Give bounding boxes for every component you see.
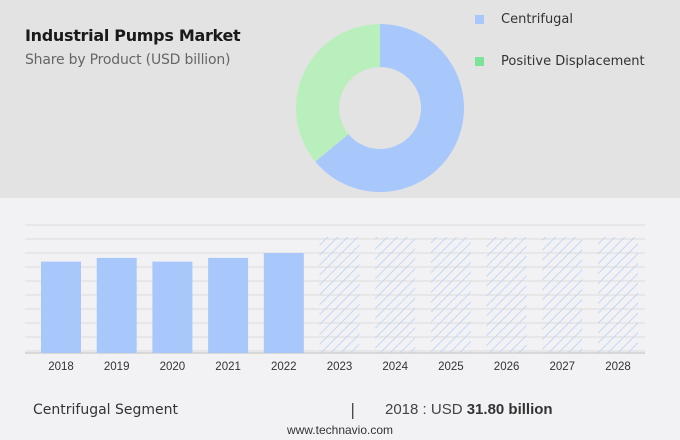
separator: | xyxy=(350,400,356,419)
bar-2018 xyxy=(41,261,81,353)
value-prefix: 2018 : USD xyxy=(385,401,467,418)
bar-2019 xyxy=(96,257,137,353)
legend-swatch-icon xyxy=(475,15,484,24)
x-axis-label: 2023 xyxy=(326,361,353,373)
segment-label: Centrifugal Segment xyxy=(33,402,179,418)
x-axis-label: 2019 xyxy=(103,361,130,373)
x-axis-label: 2024 xyxy=(382,361,408,373)
bar-2027 xyxy=(542,237,583,353)
x-axis-label: 2025 xyxy=(438,361,464,373)
chart-subtitle: Share by Product (USD billion) xyxy=(25,52,231,68)
legend-label: Centrifugal xyxy=(501,12,574,27)
bar-chart xyxy=(25,224,645,354)
donut-slice-centrifugal xyxy=(315,23,464,192)
website-link: www.technavio.com xyxy=(286,423,394,437)
donut-chart xyxy=(296,23,464,192)
value-amount: 31.80 billion xyxy=(466,401,553,418)
donut-slice-positive-displacement xyxy=(296,24,380,162)
bar-2021 xyxy=(208,257,249,353)
legend-item-centrifugal: Centrifugal xyxy=(475,12,573,27)
bar-2024 xyxy=(375,237,416,353)
x-axis-label: 2028 xyxy=(605,361,631,373)
chart-title: Industrial Pumps Market xyxy=(25,26,241,45)
bar-2020 xyxy=(152,261,193,353)
x-axis-label: 2020 xyxy=(159,361,186,373)
x-axis-label: 2027 xyxy=(549,361,576,373)
x-axis-label: 2022 xyxy=(271,361,297,373)
bar-2023 xyxy=(319,237,360,353)
segment-value: 2018 : USD 31.80 billion xyxy=(385,401,553,418)
bar-2026 xyxy=(486,237,527,353)
x-axis-label: 2018 xyxy=(48,361,74,373)
bar-2022 xyxy=(263,253,304,353)
legend-swatch-icon xyxy=(475,57,484,66)
bar-2025 xyxy=(430,237,471,353)
bar-2028 xyxy=(598,237,638,353)
x-axis-label: 2021 xyxy=(215,361,241,373)
legend-item-positive-displacement: Positive Displacement xyxy=(475,54,645,69)
x-axis-label: 2026 xyxy=(493,361,520,373)
legend-label: Positive Displacement xyxy=(501,54,645,69)
